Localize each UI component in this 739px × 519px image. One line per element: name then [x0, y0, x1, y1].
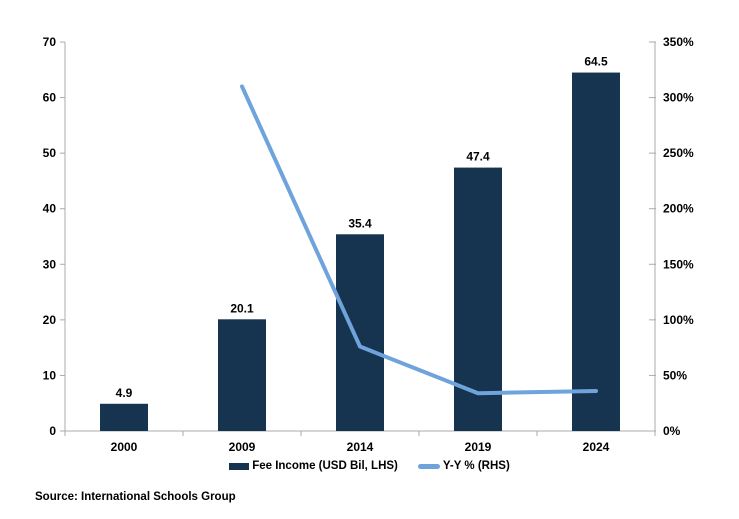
- right-axis-tick-label: 50%: [663, 368, 687, 382]
- right-axis-tick-label: 150%: [663, 257, 694, 271]
- x-axis-category-label: 2000: [111, 440, 138, 454]
- x-axis-category-label: 2009: [229, 440, 256, 454]
- legend-label-yy-pct: Y-Y % (RHS): [442, 460, 510, 472]
- left-axis-tick-label: 50: [43, 146, 57, 160]
- right-axis-tick-label: 100%: [663, 313, 694, 327]
- x-axis-category-label: 2019: [465, 440, 492, 454]
- left-axis-tick-label: 40: [43, 202, 57, 216]
- bar-value-label: 4.9: [116, 386, 133, 400]
- bar-2014: [336, 234, 384, 431]
- bar-2009: [218, 319, 266, 431]
- legend-label-fee-income: Fee Income (USD Bil, LHS): [252, 460, 398, 472]
- fee-income-bar-swatch: [229, 462, 250, 470]
- bar-value-label: 20.1: [230, 301, 254, 315]
- legend-item-yy-pct: Y-Y % (RHS): [417, 460, 510, 472]
- right-axis-tick-label: 350%: [663, 35, 694, 49]
- left-axis-tick-label: 60: [43, 91, 57, 105]
- left-axis-tick-label: 10: [43, 368, 57, 382]
- bar-2024: [572, 72, 620, 432]
- right-axis-tick-label: 300%: [663, 91, 694, 105]
- bar-value-label: 35.4: [348, 216, 372, 230]
- legend-item-fee-income: Fee Income (USD Bil, LHS): [229, 460, 398, 472]
- chart-legend: Fee Income (USD Bil, LHS) Y-Y % (RHS): [0, 460, 739, 472]
- bar-value-label: 64.5: [584, 55, 608, 69]
- yy-pct-line-series: [240, 84, 598, 396]
- x-axis-category-label: 2024: [583, 440, 610, 454]
- bar-2000: [100, 403, 148, 431]
- x-axis-category-label: 2014: [347, 440, 374, 454]
- left-axis-tick-label: 70: [43, 35, 57, 49]
- left-axis-tick-label: 20: [43, 313, 57, 327]
- left-axis-tick-label: 30: [43, 257, 57, 271]
- right-axis-tick-label: 250%: [663, 146, 694, 160]
- fee-income-combo-chart: 0 10 20 30 40 50 60 70 0% 50% 100% 150% 200% 250% 300%…: [43, 35, 694, 454]
- yy-pct-line-swatch: [417, 463, 440, 469]
- bar-value-label: 47.4: [466, 150, 490, 164]
- source-note: Source: International Schools Group: [35, 491, 236, 503]
- right-axis-tick-label: 0%: [663, 424, 681, 438]
- left-axis-tick-label: 0: [49, 424, 56, 438]
- right-axis-tick-label: 200%: [663, 202, 694, 216]
